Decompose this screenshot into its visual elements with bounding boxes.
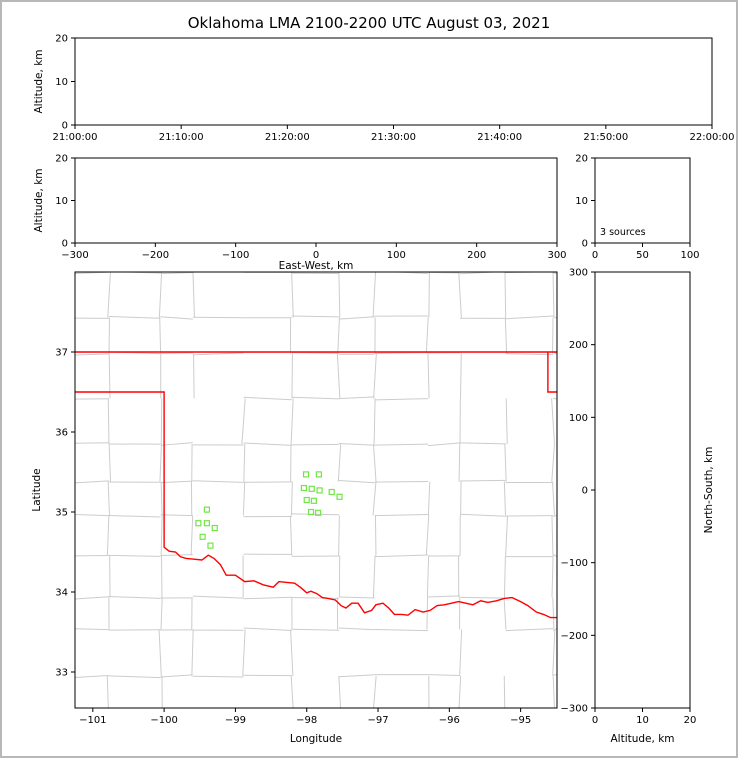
svg-text:10: 10: [55, 77, 68, 88]
svg-text:50: 50: [636, 250, 649, 261]
svg-text:0: 0: [592, 715, 598, 726]
svg-text:21:40:00: 21:40:00: [477, 132, 522, 143]
svg-text:20: 20: [55, 154, 68, 165]
svg-text:35: 35: [55, 508, 68, 519]
svg-text:−100: −100: [561, 558, 588, 569]
axes-frame: [74, 37, 713, 126]
svg-text:−99: −99: [225, 715, 246, 726]
map-layers: [75, 272, 557, 708]
svg-text:0: 0: [313, 250, 319, 261]
svg-text:−101: −101: [79, 715, 106, 726]
panel-time-height: 21:00:00 21:10:00 21:20:00 21:30:00 21:40:00…: [33, 34, 734, 144]
source-marker: [211, 524, 218, 532]
svg-text:−200: −200: [142, 250, 169, 261]
source-marker: [203, 506, 211, 513]
source-marker: [303, 496, 310, 504]
svg-text:−96: −96: [439, 715, 460, 726]
svg-text:36: 36: [55, 428, 68, 439]
source-marker: [315, 509, 322, 516]
svg-text:21:00:00: 21:00:00: [53, 132, 98, 143]
axes-frame: [594, 271, 691, 709]
source-marker: [300, 484, 307, 492]
svg-text:34: 34: [55, 588, 68, 599]
svg-text:−100: −100: [150, 715, 177, 726]
svg-text:Altitude, km: Altitude, km: [610, 733, 674, 745]
svg-text:200: 200: [467, 250, 486, 261]
source-marker: [336, 493, 343, 500]
svg-text:0: 0: [62, 121, 68, 132]
svg-text:Altitude, km: Altitude, km: [33, 168, 45, 232]
source-marker: [310, 497, 317, 504]
svg-text:10: 10: [636, 715, 649, 726]
svg-text:20: 20: [55, 34, 68, 45]
svg-text:−200: −200: [561, 631, 588, 642]
svg-text:37: 37: [55, 348, 68, 359]
svg-text:22:00:00: 22:00:00: [690, 132, 735, 143]
svg-text:20: 20: [575, 154, 588, 165]
svg-text:0: 0: [62, 239, 68, 250]
state-border: [75, 351, 557, 619]
source-marker: [315, 471, 322, 478]
panel-east-west-height: −300 −200 −100 0 100 200 300 0 10 20 East-West, km…: [33, 154, 567, 273]
svg-text:100: 100: [680, 250, 699, 261]
svg-text:0: 0: [592, 250, 598, 261]
svg-text:0: 0: [582, 239, 588, 250]
svg-text:300: 300: [569, 268, 588, 279]
source-marker: [199, 533, 206, 540]
svg-text:300: 300: [547, 250, 566, 261]
source-marker: [195, 520, 202, 527]
svg-text:3 sources: 3 sources: [600, 227, 646, 238]
panel-plan-view-map: −101 −100 −99 −98 −97 −96 −95 33 34 35 36 37 Longitu…: [31, 271, 558, 745]
source-marker: [302, 471, 310, 478]
source-markers: [195, 471, 343, 549]
panel-north-south-height: 0 10 20 −300 −200 −100 0 100 200 300 Altitude, km N…: [561, 268, 715, 746]
svg-text:−95: −95: [510, 715, 531, 726]
svg-text:0: 0: [582, 486, 588, 497]
source-marker: [203, 520, 211, 527]
plot-title: Oklahoma LMA 2100-2200 UTC August 03, 20…: [187, 14, 551, 32]
source-marker: [307, 508, 315, 516]
svg-text:−300: −300: [61, 250, 88, 261]
axes-frame: [74, 271, 558, 709]
svg-text:10: 10: [575, 196, 588, 207]
svg-text:−97: −97: [367, 715, 388, 726]
svg-text:21:10:00: 21:10:00: [159, 132, 204, 143]
svg-text:10: 10: [55, 196, 68, 207]
source-marker: [207, 542, 214, 549]
source-marker: [328, 488, 335, 496]
svg-text:21:20:00: 21:20:00: [265, 132, 310, 143]
svg-text:100: 100: [387, 250, 406, 261]
svg-text:Altitude, km: Altitude, km: [33, 49, 45, 113]
svg-text:−98: −98: [296, 715, 317, 726]
svg-text:100: 100: [569, 413, 588, 424]
svg-text:33: 33: [55, 668, 68, 679]
svg-text:Latitude: Latitude: [31, 468, 43, 511]
source-marker: [316, 487, 323, 494]
svg-text:North-South, km: North-South, km: [703, 447, 715, 534]
svg-text:East-West, km: East-West, km: [279, 260, 354, 272]
svg-text:21:30:00: 21:30:00: [371, 132, 416, 143]
svg-text:Longitude: Longitude: [290, 733, 342, 745]
svg-text:−300: −300: [561, 704, 588, 715]
source-marker: [308, 485, 315, 492]
panel-source-count-histogram: 0 50 100 0 10 20 3 sources: [575, 154, 699, 262]
svg-text:21:50:00: 21:50:00: [583, 132, 628, 143]
county-boundaries: [75, 272, 557, 708]
svg-text:20: 20: [684, 715, 697, 726]
svg-text:−100: −100: [222, 250, 249, 261]
axes-frame: [74, 157, 558, 244]
svg-text:200: 200: [569, 340, 588, 351]
